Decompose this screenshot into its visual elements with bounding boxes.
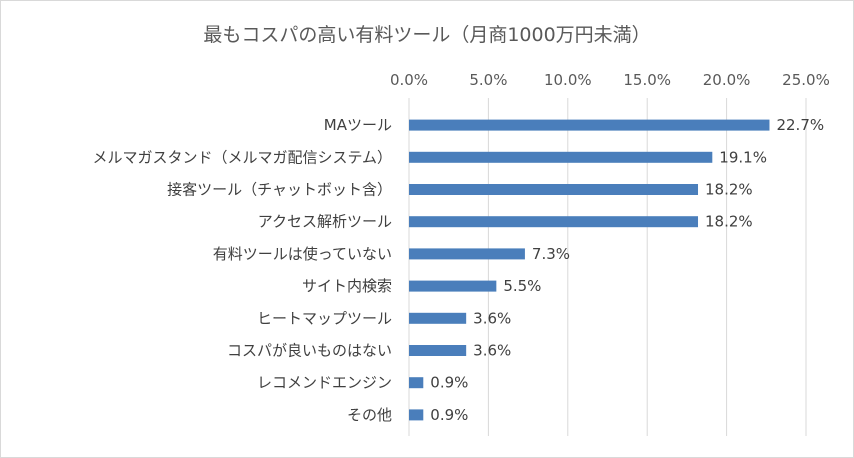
data-label: 5.5%	[503, 277, 541, 295]
x-tick-label: 20.0%	[703, 71, 751, 89]
x-tick-label: 5.0%	[469, 71, 507, 89]
chart-title: 最もコスパの高い有料ツール（月商1000万円未満）	[203, 24, 651, 46]
bar	[409, 216, 699, 228]
bar	[409, 312, 467, 324]
bar	[409, 377, 424, 389]
bar	[409, 119, 770, 131]
bar	[409, 409, 424, 421]
bar	[409, 184, 699, 195]
x-tick-label: 25.0%	[782, 71, 830, 89]
data-label: 7.3%	[532, 245, 570, 263]
x-tick-label: 0.0%	[390, 71, 428, 89]
category-label: メルマガスタンド（メルマガ配信システム）	[92, 148, 392, 166]
category-label: MAツール	[324, 116, 392, 134]
data-label: 3.6%	[473, 342, 511, 360]
data-label: 22.7%	[776, 116, 824, 134]
bar	[409, 151, 713, 163]
data-label: 18.2%	[705, 213, 753, 231]
x-tick-label: 10.0%	[544, 71, 592, 89]
category-label: サイト内検索	[302, 277, 392, 295]
data-label: 18.2%	[705, 181, 753, 199]
category-label: ヒートマップツール	[257, 309, 392, 327]
category-label: 有料ツールは使っていない	[213, 245, 392, 263]
data-label: 0.9%	[430, 374, 468, 392]
category-label: その他	[347, 406, 392, 424]
category-label: レコメンドエンジン	[257, 374, 392, 392]
category-label: アクセス解析ツール	[258, 213, 392, 231]
bar	[409, 248, 525, 260]
data-label: 3.6%	[473, 309, 511, 327]
bar	[409, 280, 497, 292]
data-label: 0.9%	[430, 406, 468, 424]
bar	[409, 345, 467, 356]
data-label: 19.1%	[719, 148, 767, 166]
category-label: コスパが良いものはない	[227, 342, 392, 360]
category-label: 接客ツール（チャットボット含）	[167, 181, 392, 199]
x-tick-label: 15.0%	[623, 71, 671, 89]
